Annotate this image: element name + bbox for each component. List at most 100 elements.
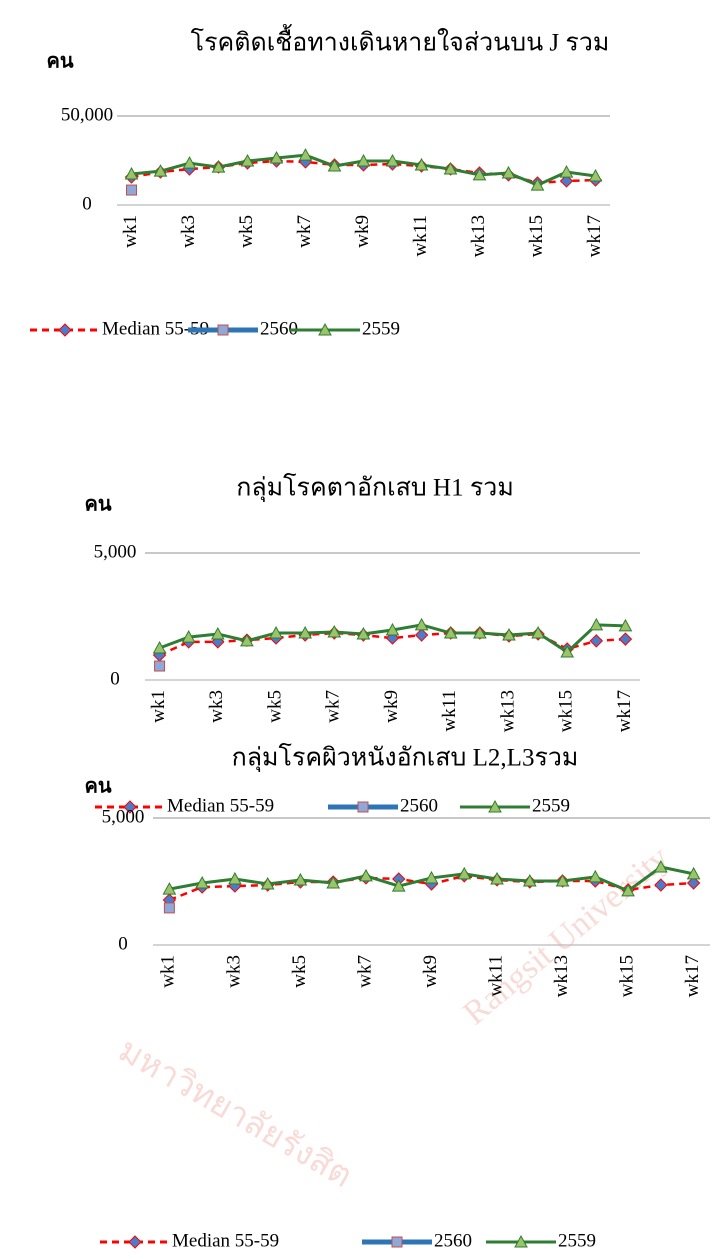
y-axis-label: คน bbox=[84, 774, 111, 798]
marker bbox=[298, 148, 313, 161]
legend-marker bbox=[217, 324, 229, 336]
legend-marker bbox=[391, 1236, 403, 1248]
marker bbox=[424, 870, 439, 884]
marker bbox=[182, 156, 197, 169]
marker bbox=[457, 866, 472, 880]
marker bbox=[228, 871, 242, 885]
chart-title: กลุ่มโรคผิวหนังอักเสบ L2,L3รวม bbox=[232, 743, 579, 773]
x-tick-label: wk9 bbox=[420, 955, 441, 988]
y-tick-label: 0 bbox=[82, 193, 92, 214]
marker bbox=[501, 165, 516, 179]
marker bbox=[686, 876, 701, 890]
legend-label: 2560 bbox=[434, 1230, 472, 1251]
marker bbox=[240, 633, 254, 647]
marker bbox=[356, 626, 371, 640]
x-tick-label: wk17 bbox=[682, 955, 703, 997]
marker bbox=[560, 645, 575, 658]
x-tick-label: wk7 bbox=[323, 690, 344, 723]
x-tick-label: wk9 bbox=[352, 215, 373, 248]
marker bbox=[260, 876, 275, 890]
marker bbox=[443, 625, 458, 639]
x-tick-label: wk15 bbox=[616, 955, 637, 997]
legend-marker bbox=[357, 801, 369, 813]
chart-title: กลุ่มโรคตาอักเสบ H1 รวม bbox=[236, 473, 514, 503]
marker bbox=[686, 866, 701, 880]
marker bbox=[385, 622, 400, 636]
marker bbox=[211, 160, 226, 173]
marker bbox=[531, 625, 545, 639]
x-tick-label: wk13 bbox=[551, 955, 572, 997]
x-tick-label: wk17 bbox=[614, 690, 635, 732]
y-tick-label: 0 bbox=[110, 668, 120, 689]
marker bbox=[154, 660, 166, 672]
legend-marker bbox=[123, 800, 137, 814]
marker bbox=[152, 640, 167, 654]
marker bbox=[588, 869, 603, 883]
marker bbox=[654, 878, 668, 892]
x-tick-label: wk13 bbox=[497, 690, 518, 732]
marker bbox=[240, 153, 255, 167]
marker bbox=[589, 617, 604, 631]
marker bbox=[269, 625, 283, 639]
marker bbox=[327, 624, 342, 638]
x-tick-label: wk5 bbox=[289, 955, 310, 988]
x-tick-label: wk3 bbox=[223, 955, 244, 988]
marker bbox=[298, 625, 312, 639]
marker bbox=[327, 158, 342, 172]
marker bbox=[181, 630, 196, 643]
marker bbox=[162, 882, 177, 895]
legend-marker bbox=[488, 799, 502, 813]
legend-label: 2560 bbox=[260, 318, 298, 339]
marker bbox=[530, 178, 545, 191]
x-tick-label: wk1 bbox=[148, 690, 169, 723]
marker bbox=[414, 628, 429, 642]
x-tick-label: wk11 bbox=[485, 955, 506, 997]
x-tick-label: wk7 bbox=[294, 215, 315, 248]
chart-title: โรคติดเชื้อทางเดินหายใจส่วนบน J รวม bbox=[191, 24, 610, 57]
x-tick-label: wk3 bbox=[206, 690, 227, 723]
y-tick-label: 0 bbox=[118, 933, 128, 954]
marker bbox=[269, 150, 284, 164]
marker bbox=[124, 166, 139, 180]
x-tick-label: wk1 bbox=[158, 955, 179, 988]
y-tick-label: 5,000 bbox=[94, 541, 137, 562]
marker bbox=[195, 875, 209, 889]
marker bbox=[153, 164, 168, 177]
x-tick-label: wk3 bbox=[178, 215, 199, 248]
watermark: มหาวิทยาลัยรังสิต bbox=[112, 1032, 358, 1195]
marker bbox=[621, 883, 635, 897]
marker bbox=[618, 632, 633, 646]
legend-marker bbox=[58, 323, 72, 337]
marker bbox=[490, 871, 504, 885]
marker bbox=[589, 634, 604, 648]
legend-label: 2559 bbox=[532, 795, 570, 816]
legend-marker bbox=[514, 1234, 528, 1248]
marker bbox=[414, 617, 429, 631]
marker bbox=[385, 153, 400, 167]
marker bbox=[326, 875, 341, 889]
marker bbox=[555, 873, 570, 887]
y-tick-label: 50,000 bbox=[61, 104, 113, 125]
legend-label: Median 55-59 bbox=[167, 795, 274, 816]
y-tick-label: 5,000 bbox=[102, 806, 145, 827]
x-tick-label: wk1 bbox=[120, 215, 141, 248]
marker bbox=[559, 174, 574, 188]
x-tick-label: wk11 bbox=[410, 215, 431, 257]
watermark: Rangsit University bbox=[456, 839, 676, 1032]
x-tick-label: wk7 bbox=[354, 955, 375, 988]
legend-marker bbox=[318, 322, 332, 336]
legend-label: Median 55-59 bbox=[102, 318, 209, 339]
legend-marker bbox=[128, 1235, 142, 1249]
legend-label: Median 55-59 bbox=[172, 1230, 279, 1251]
x-tick-label: wk9 bbox=[381, 690, 402, 723]
marker bbox=[359, 868, 373, 882]
marker bbox=[473, 625, 487, 639]
marker bbox=[391, 879, 406, 892]
marker bbox=[588, 168, 603, 182]
x-tick-label: wk5 bbox=[264, 690, 285, 723]
marker bbox=[502, 627, 516, 641]
marker bbox=[356, 153, 371, 167]
marker bbox=[522, 873, 537, 887]
x-tick-label: wk15 bbox=[556, 690, 577, 732]
